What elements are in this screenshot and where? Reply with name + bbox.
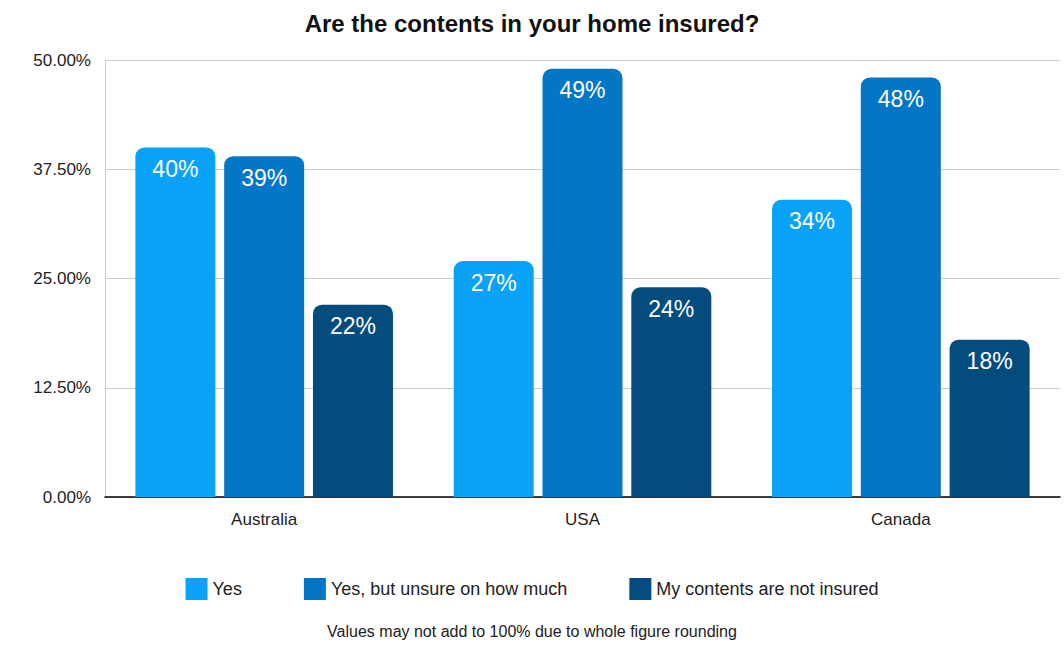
svg-text:Australia: Australia <box>231 510 298 529</box>
svg-text:34%: 34% <box>789 208 835 234</box>
svg-text:USA: USA <box>565 510 601 529</box>
svg-text:Yes, but unsure on how much: Yes, but unsure on how much <box>331 579 567 599</box>
svg-text:My contents are not insured: My contents are not insured <box>656 579 878 599</box>
svg-text:Canada: Canada <box>871 510 931 529</box>
svg-text:Values may not add to 100% due: Values may not add to 100% due to whole … <box>327 623 737 640</box>
svg-text:0.00%: 0.00% <box>43 488 91 507</box>
svg-text:39%: 39% <box>241 165 287 191</box>
svg-text:25.00%: 25.00% <box>33 269 91 288</box>
svg-text:Are the contents in your home: Are the contents in your home insured? <box>305 10 760 37</box>
svg-text:24%: 24% <box>648 296 694 322</box>
svg-text:12.50%: 12.50% <box>33 378 91 397</box>
svg-text:40%: 40% <box>152 156 198 182</box>
svg-text:22%: 22% <box>330 313 376 339</box>
svg-text:37.50%: 37.50% <box>33 160 91 179</box>
svg-text:48%: 48% <box>878 86 924 112</box>
svg-text:18%: 18% <box>967 348 1013 374</box>
svg-text:49%: 49% <box>559 77 605 103</box>
svg-text:27%: 27% <box>471 270 517 296</box>
svg-text:Yes: Yes <box>213 579 242 599</box>
svg-text:50.00%: 50.00% <box>33 51 91 70</box>
